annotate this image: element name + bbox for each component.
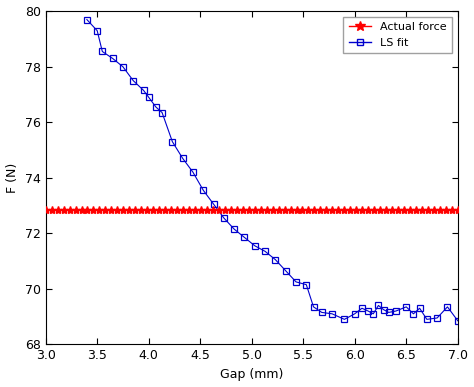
Legend: Actual force, LS fit: Actual force, LS fit	[343, 17, 452, 53]
X-axis label: Gap (mm): Gap (mm)	[220, 368, 283, 381]
Y-axis label: F (N): F (N)	[6, 163, 19, 193]
